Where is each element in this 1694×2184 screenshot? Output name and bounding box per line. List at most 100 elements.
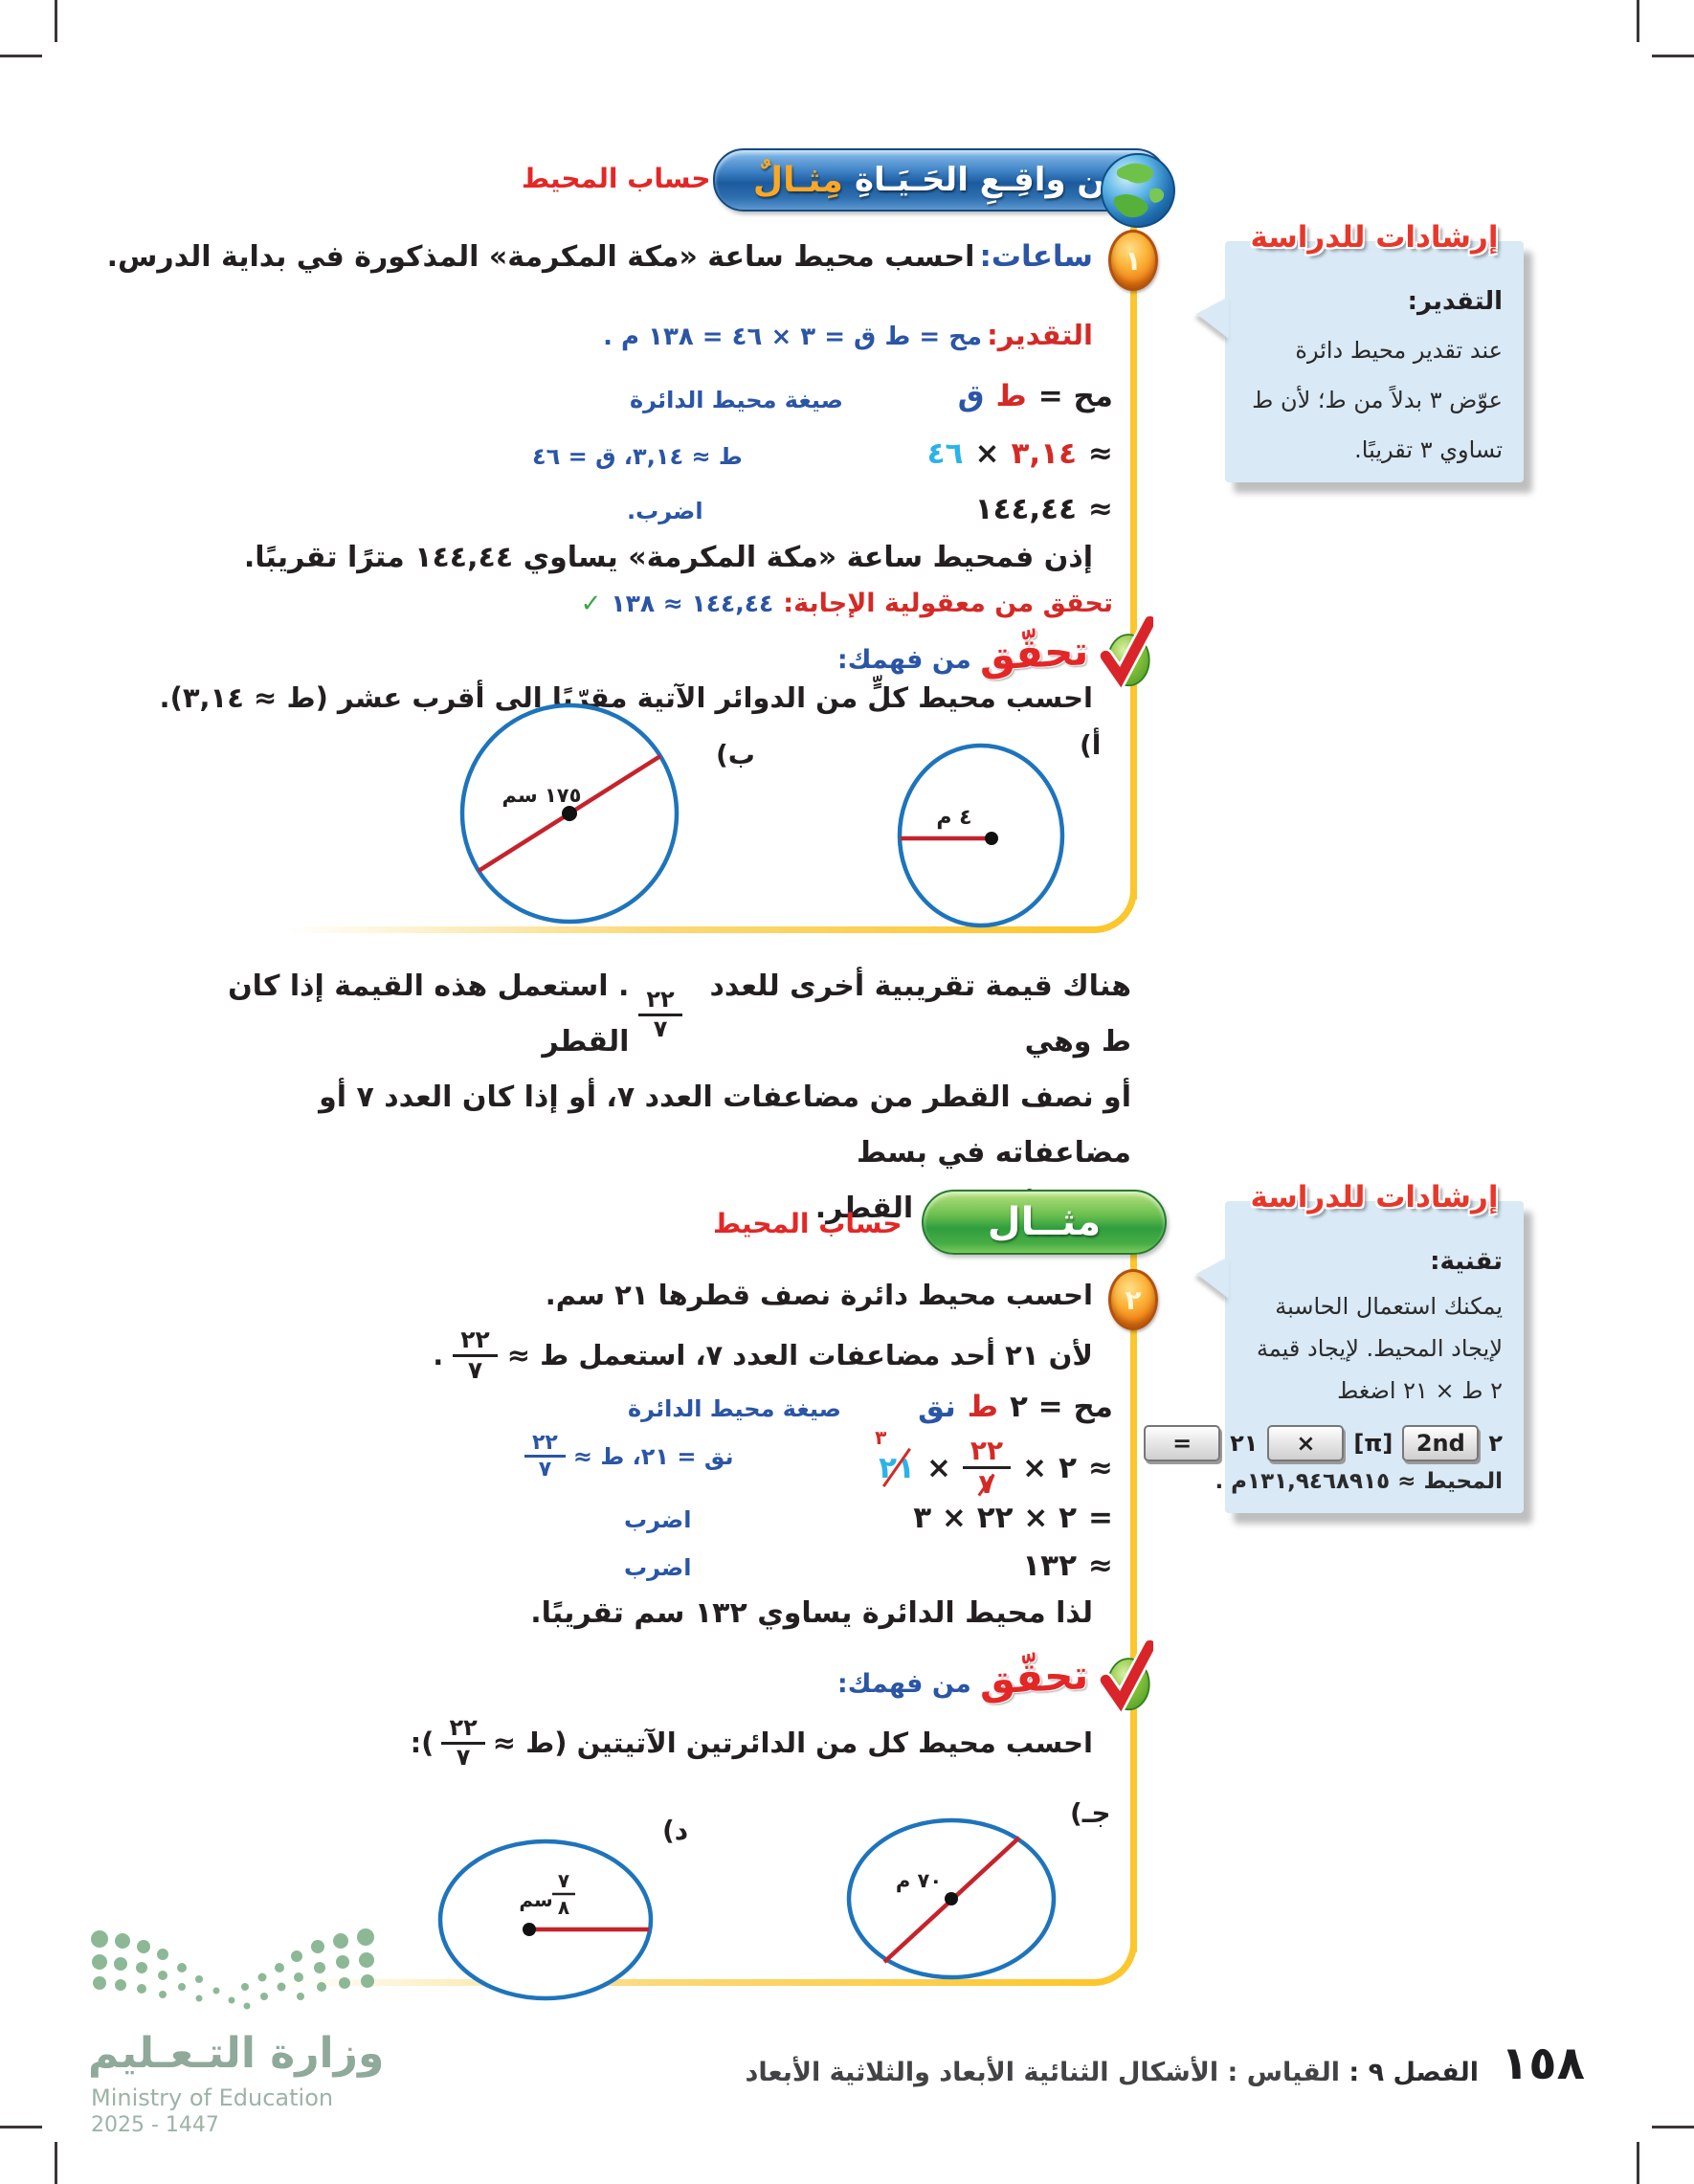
times-sign: ×	[1022, 1450, 1048, 1485]
result-value: ١٤٤,٤٤	[974, 492, 1078, 526]
calculator-equals-key: =	[1144, 1425, 1221, 1461]
check-title-main: تحقّق	[977, 626, 1090, 680]
approx-sign: ≈	[1088, 492, 1113, 526]
ministry-logo-english: Ministry of Education	[91, 2084, 334, 2111]
reason-line: لأن ٢١ أحد مضاعفات العدد ٧، استعمل ط ≈ ٢…	[433, 1326, 1093, 1385]
crop-mark	[1652, 55, 1694, 57]
check-understanding-heading-2: تحقّق من فهمك:	[837, 1638, 1158, 1717]
eq-lhs: مح = ٢	[1009, 1390, 1113, 1424]
banner-word: مِثـالٌ	[752, 160, 843, 200]
ministry-logo-years: 2025 - 1447	[91, 2113, 219, 2137]
conclusion-2: لذا محيط الدائرة يساوي ١٣٢ سم تقريبًا.	[530, 1596, 1093, 1630]
bracket-fade-2	[287, 1979, 1094, 1986]
circle-c-label: جـ)	[1070, 1797, 1111, 1829]
times-sign: ×	[974, 436, 1000, 471]
bracket-corner-2	[1094, 1933, 1137, 1986]
equation-row: = ٢ × ٢٢ × ٣	[913, 1501, 1113, 1535]
conclusion-1: إذن فمحيط ساعة «مكة المكرمة» يساوي ١٤٤,٤…	[243, 541, 1093, 574]
calculator-key-sequence: ٢ 2nd [π] × ٢١ =	[1144, 1425, 1503, 1461]
pi-symbol: ط	[967, 1390, 998, 1424]
estimate-label: التقدير:	[987, 319, 1093, 351]
fraction-22-7: ٢٢ ٧	[638, 986, 682, 1042]
pi-note-line1-before: هناك قيمة تقريبية أخرى للعدد ط وهي	[709, 969, 1131, 1059]
estimate-text: مح = ط ق = ٣ × ٤٦ = ١٣٨ م .	[603, 323, 983, 351]
pi-value: ٣,١٤	[1011, 436, 1078, 471]
page-number: ١٥٨	[1501, 2037, 1585, 2090]
note-fraction: ٢٢ ٧	[524, 1431, 566, 1482]
diameter-symbol: ق	[957, 379, 985, 413]
topic-label-2: حساب المحيط	[713, 1208, 903, 1239]
circle-d-frac-den: ٨	[558, 1896, 569, 1919]
fraction-22-7: ٢٢ ٧	[441, 1714, 485, 1771]
problem-1-lead: ساعات:	[979, 239, 1094, 274]
pi-note-line1-after: . استعمل هذه القيمة إذا كان القطر	[228, 969, 630, 1059]
times-sign: ×	[925, 1450, 951, 1485]
approx-sign: ≈	[1088, 436, 1113, 471]
bracket-line-1	[1130, 207, 1137, 900]
chapter-title: القياس : الأشكال الثنائية الأبعاد والثلا…	[745, 2058, 1340, 2087]
eq-note: اضرب	[624, 1554, 692, 1581]
fraction-22-7-cancelled: ٢٢ ٧	[962, 1435, 1012, 1500]
check-understanding-heading-1: تحقّق من فهمك:	[836, 613, 1158, 693]
topic-label-1: حساب المحيط	[522, 163, 711, 194]
circle-b-measure: ١٧٥ سم	[502, 784, 582, 807]
eq-note: اضرب.	[627, 498, 703, 524]
chapter-label: الفصل ٩ :	[1349, 2058, 1479, 2087]
calculator-2nd-key: 2nd	[1402, 1425, 1480, 1461]
banner-rest: مِن واقِـعِ الحَـيَـاةِ	[854, 161, 1127, 199]
problem-2: احسب محيط دائرة نصف قطرها ٢١ سم.	[545, 1279, 1093, 1311]
real-life-example-banner: مِن واقِـعِ الحَـيَـاةِ مِثـالٌ	[713, 148, 1167, 212]
pi-symbol: ط	[995, 379, 1027, 413]
check-glyph: ✓	[580, 589, 602, 618]
hint-pointer	[1196, 1257, 1229, 1299]
equation-row: مح = ط ق	[958, 379, 1113, 413]
study-hint-box-2: إرشادات للدراسة تقنية: يمكنك استعمال الح…	[1144, 1180, 1524, 1513]
hint-title: إرشادات للدراسة	[1250, 220, 1499, 255]
key-21: ٢١	[1230, 1430, 1259, 1457]
reasonableness-line: تحقق من معقولية الإجابة: ١٤٤,٤٤ ≈ ١٣٨ ✓	[581, 589, 1113, 618]
circle-a-measure: ٤ م	[936, 806, 971, 830]
diameter-value: ٤٦	[926, 436, 964, 471]
approx-sign: ≈	[1088, 1450, 1113, 1485]
ministry-logo-arabic: وزارة التـعـليم	[88, 2029, 385, 2078]
estimate-line: التقدير: مح = ط ق = ٣ × ٤٦ = ١٣٨ م .	[603, 319, 1093, 351]
factor-two: ٢	[1059, 1450, 1078, 1485]
equation-row: ≈ ٣,١٤ × ٤٦	[927, 436, 1113, 471]
check1-instruction: احسب محيط كلٍّ من الدوائر الآتية مقرّبًا…	[159, 681, 1093, 714]
result-value: ١٣٢	[1022, 1549, 1078, 1583]
bracket-fade-1	[287, 926, 1094, 933]
equation-row-fraction: ≈ ٢ × ٢٢ ٧ × ٢١ ٣	[875, 1426, 1113, 1500]
check2-instruction: احسب محيط كل من الدائرتين الآتيتين (ط ≈ …	[410, 1714, 1093, 1771]
expression: ٢ × ٢٢ × ٣	[913, 1501, 1078, 1535]
hint-pointer	[1196, 297, 1229, 339]
crop-mark	[0, 55, 42, 57]
circle-b-label: ب)	[716, 739, 755, 770]
check-title-rest: من فهمك:	[836, 644, 971, 675]
pi-key-label: [π]	[1353, 1430, 1393, 1457]
check-icon	[1096, 1638, 1158, 1717]
eq-lhs: مح =	[1037, 379, 1113, 413]
globe-icon	[1099, 151, 1177, 230]
pi-approximation-paragraph: هناك قيمة تقريبية أخرى للعدد ط وهي ٢٢ ٧ …	[222, 959, 1131, 1237]
reasonableness-label: تحقق من معقولية الإجابة:	[783, 589, 1113, 618]
crop-mark	[55, 2142, 57, 2184]
equation-row: مح = ٢ ط نق	[918, 1390, 1113, 1424]
bracket-line-2	[1130, 1249, 1137, 1952]
eq-note: صيغة محيط الدائرة	[628, 1395, 841, 1422]
reasonableness-value: ١٤٤,٤٤ ≈ ١٣٨	[611, 590, 774, 617]
footer-chapter: الفصل ٩ : القياس : الأشكال الثنائية الأب…	[746, 2058, 1479, 2087]
calculator-result: المحيط ≈ ١٣١,٩٤٦٨٩١٥م .	[1215, 1469, 1503, 1494]
bracket-corner-1	[1094, 880, 1137, 933]
pi-note-line2: أو نصف القطر من مضاعفات العدد ٧، أو إذا …	[319, 1081, 1131, 1170]
crop-mark	[1637, 0, 1639, 42]
circle-d-figure: ٧ ٨ سم	[435, 1838, 656, 2006]
circle-c-measure: ٧٠ م	[896, 1869, 942, 1892]
eq-note: ط ≈ ٣,١٤، ق = ٤٦	[532, 443, 743, 470]
problem-1: ساعات: احسب محيط ساعة «مكة المكرمة» المذ…	[107, 239, 1093, 274]
circle-c-figure: ٧٠ م	[844, 1816, 1059, 1985]
circle-b-figure: ١٧٥ سم	[457, 701, 682, 930]
banner-word: مثــال	[987, 1200, 1102, 1244]
eq-note-fraction: نق = ٢١، ط ≈ ٢٢ ٧	[524, 1431, 734, 1482]
circle-a-label: أ)	[1080, 729, 1102, 761]
problem-1-text: احسب محيط ساعة «مكة المكرمة» المذكورة في…	[106, 240, 975, 274]
